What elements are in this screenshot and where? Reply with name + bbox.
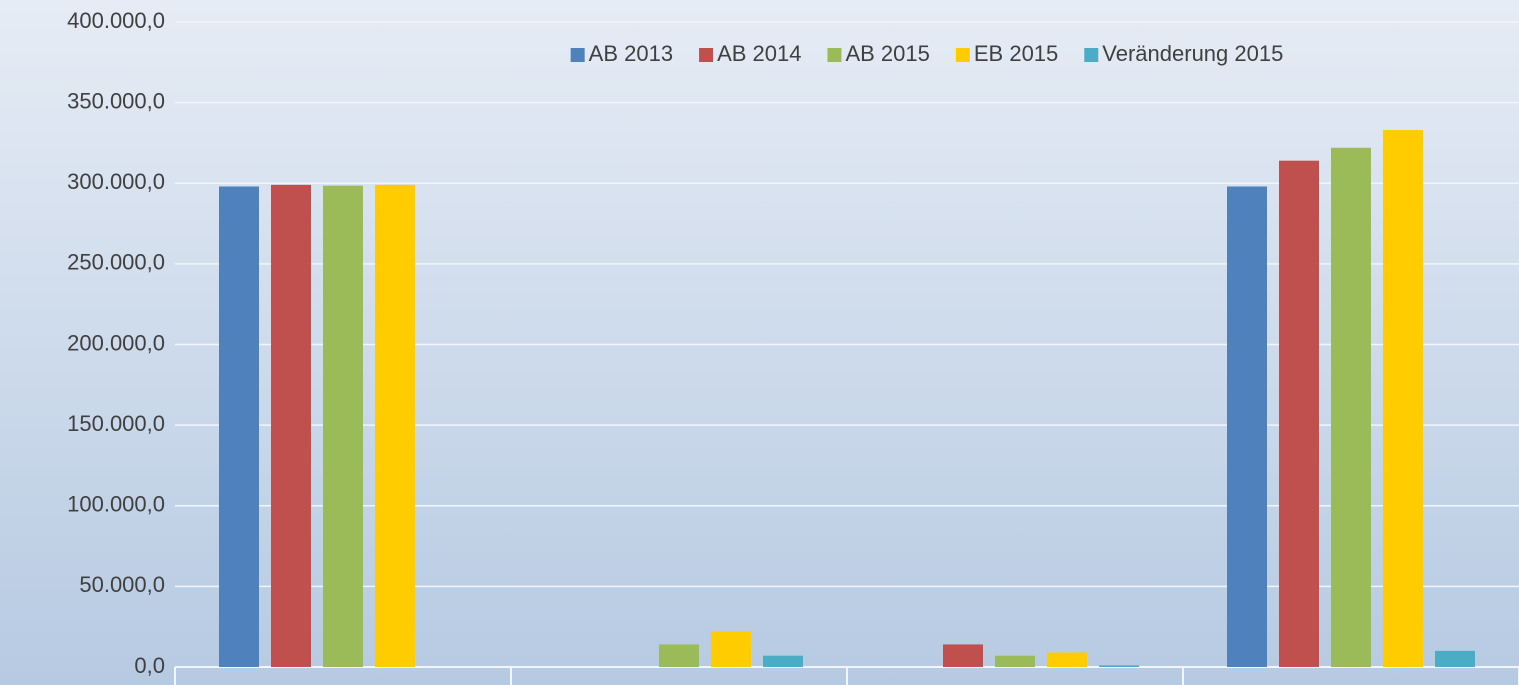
bar <box>1279 160 1319 668</box>
y-tick-label: 400.000,0 <box>67 8 165 33</box>
y-tick-label: 350.000,0 <box>67 88 165 113</box>
legend-swatch <box>570 48 585 62</box>
bar <box>995 655 1035 667</box>
legend-swatch <box>699 48 714 62</box>
legend-label: AB 2015 <box>845 41 929 66</box>
legend-label: AB 2014 <box>717 41 801 66</box>
y-tick-label: 300.000,0 <box>67 169 165 194</box>
bar <box>375 184 415 668</box>
y-tick-label: 100.000,0 <box>67 492 165 517</box>
legend-swatch <box>827 48 842 62</box>
y-tick-label: 0,0 <box>134 653 165 678</box>
bar <box>1331 147 1371 667</box>
bar <box>323 185 363 667</box>
legend-label: Veränderung 2015 <box>1102 41 1283 66</box>
y-tick-label: 200.000,0 <box>67 330 165 355</box>
bar <box>763 655 803 667</box>
bar <box>1047 652 1087 667</box>
y-tick-label: 150.000,0 <box>67 411 165 436</box>
legend-swatch <box>1084 48 1099 62</box>
legend-label: AB 2013 <box>589 41 673 66</box>
bar <box>659 644 699 667</box>
bar <box>943 644 983 667</box>
bar <box>711 631 751 667</box>
bar <box>1383 130 1423 668</box>
bar <box>1227 186 1267 667</box>
bar <box>271 184 311 668</box>
bar <box>1099 665 1139 667</box>
bar <box>219 186 259 667</box>
y-tick-label: 250.000,0 <box>67 250 165 275</box>
legend-label: EB 2015 <box>974 41 1058 66</box>
y-tick-label: 50.000,0 <box>79 572 165 597</box>
bar <box>1435 650 1475 667</box>
legend-swatch <box>955 48 970 62</box>
